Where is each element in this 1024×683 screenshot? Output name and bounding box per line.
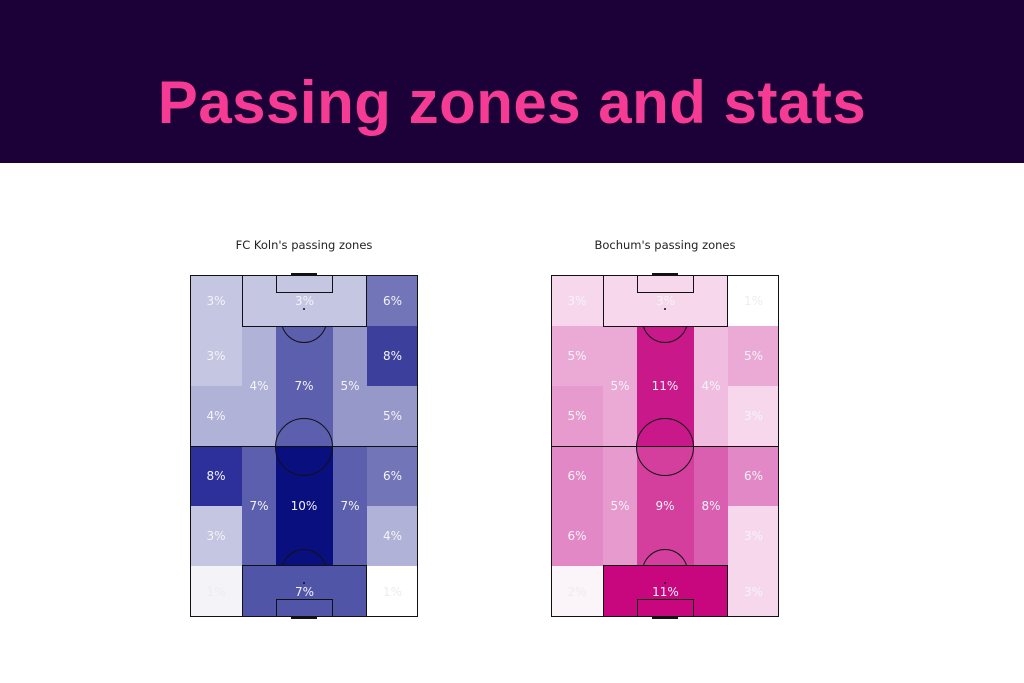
zone-value-label: 3% (655, 293, 676, 308)
zone-value-label: 5% (610, 379, 630, 393)
zone-mid-upper-left (190, 386, 242, 446)
zone-lower-right (367, 506, 418, 566)
zone-value-label: 8% (701, 499, 721, 513)
bottom-penalty-box (603, 565, 728, 617)
header-banner: Passing zones and stats (0, 0, 1024, 163)
zone-value-label: 6% (382, 293, 403, 308)
halfway-line (551, 446, 779, 447)
zone-value-label: 7% (340, 499, 360, 513)
bochum-pitch-heatmap: 3% 3% 1% 5% 5% 11% 4% 5% 5% 3% 6% 5% 9% 8% 6% 6% 3% 2% 11%… (551, 273, 779, 619)
zone-mid-upper-left (551, 386, 603, 446)
zone-value-label: 3% (743, 409, 764, 423)
zone-mid-lower-left (551, 446, 603, 506)
zone-value-label: 8% (206, 469, 226, 483)
zone-lower-halfright (694, 446, 728, 566)
top-goal-box (637, 275, 694, 293)
zone-value-label: 6% (743, 469, 764, 483)
zone-value-label: 4% (249, 379, 269, 393)
zone-value-label: 3% (294, 293, 315, 308)
zone-upper-halfleft (242, 326, 276, 446)
zone-value-label: 2% (567, 584, 587, 599)
zone-upper-left (551, 326, 603, 386)
zone-bottom-right (728, 566, 779, 617)
zone-value-label: 9% (655, 499, 675, 513)
bottom-goal-box (637, 599, 694, 617)
zone-upper-halfleft (603, 326, 637, 446)
zone-lower-left (551, 506, 603, 566)
zone-value-label: 6% (567, 469, 587, 483)
zone-value-label: 1% (206, 584, 226, 599)
top-penalty-spot (664, 308, 666, 310)
bottom-goal (652, 616, 678, 619)
zone-value-label: 6% (382, 469, 403, 483)
zone-value-label: 11% (652, 584, 679, 599)
bottom-penalty-spot (664, 582, 666, 584)
zone-upper-right (367, 326, 418, 386)
zone-upper-halfright (694, 326, 728, 446)
center-circle (275, 418, 333, 476)
bottom-penalty-box (242, 565, 367, 617)
zone-value-label: 5% (743, 349, 764, 363)
zone-value-label: 5% (382, 409, 403, 423)
zone-value-label: 3% (206, 349, 226, 363)
zone-value-label: 1% (743, 293, 764, 308)
zone-value-label: 7% (294, 584, 315, 599)
zone-value-label: 7% (249, 499, 269, 513)
center-circle (636, 418, 694, 476)
top-goal (291, 273, 317, 276)
zone-value-label: 1% (382, 584, 403, 599)
zone-mid-lower-right (367, 446, 418, 506)
zone-value-label: 4% (206, 409, 226, 423)
zone-value-label: 3% (743, 529, 764, 543)
zone-value-label: 4% (382, 529, 403, 543)
top-goal (652, 273, 678, 276)
top-penalty-spot (303, 308, 305, 310)
zone-value-label: 3% (206, 293, 226, 308)
zone-upper-right (728, 326, 779, 386)
zone-lower-halfleft (603, 446, 637, 566)
zone-upper-left (190, 326, 242, 386)
zone-value-label: 6% (567, 529, 587, 543)
zone-value-label: 11% (651, 379, 679, 393)
top-penalty-box (603, 275, 728, 327)
zone-value-label: 7% (294, 379, 314, 393)
zone-value-label: 3% (567, 293, 587, 308)
zone-lower-left (190, 506, 242, 566)
zone-bottom-left (190, 566, 242, 617)
top-goal-box (276, 275, 333, 293)
zone-mid-upper-right (367, 386, 418, 446)
page-title: Passing zones and stats (157, 69, 867, 136)
zone-bottom-right (367, 566, 418, 617)
zone-lower-right (728, 506, 779, 566)
bottom-goal-box (276, 599, 333, 617)
zone-value-label: 3% (743, 584, 764, 599)
zone-bottom-left (551, 566, 603, 617)
koln-pitch-heatmap: 3% 3% 6% 3% 4% 7% 5% 8% 4% 5% 8% 7% 10% 7% 6% 3% 4% 1% 7% 1… (190, 273, 418, 619)
zone-lower-halfright (333, 446, 367, 566)
zone-top-right (367, 275, 418, 326)
chart-title: Bochum's passing zones (594, 238, 736, 252)
zone-mid-lower-right (728, 446, 779, 506)
zone-value-label: 5% (567, 409, 587, 423)
top-penalty-box (242, 275, 367, 327)
zone-value-label: 5% (610, 499, 630, 513)
zone-upper-halfright (333, 326, 367, 446)
halfway-line (190, 446, 418, 447)
zone-value-label: 5% (340, 379, 360, 393)
bottom-goal (291, 616, 317, 619)
chart-title: FC Koln's passing zones (235, 238, 373, 252)
zone-value-label: 5% (567, 349, 587, 363)
zone-value-label: 10% (290, 499, 318, 513)
zone-value-label: 3% (206, 529, 226, 543)
zone-top-left (190, 275, 242, 326)
zone-top-left (551, 275, 603, 326)
zone-lower-halfleft (242, 446, 276, 566)
zone-value-label: 8% (382, 349, 403, 363)
zone-top-right (728, 275, 779, 326)
zone-mid-upper-right (728, 386, 779, 446)
zone-mid-lower-left (190, 446, 242, 506)
bottom-penalty-spot (303, 582, 305, 584)
zone-value-label: 4% (701, 379, 721, 393)
